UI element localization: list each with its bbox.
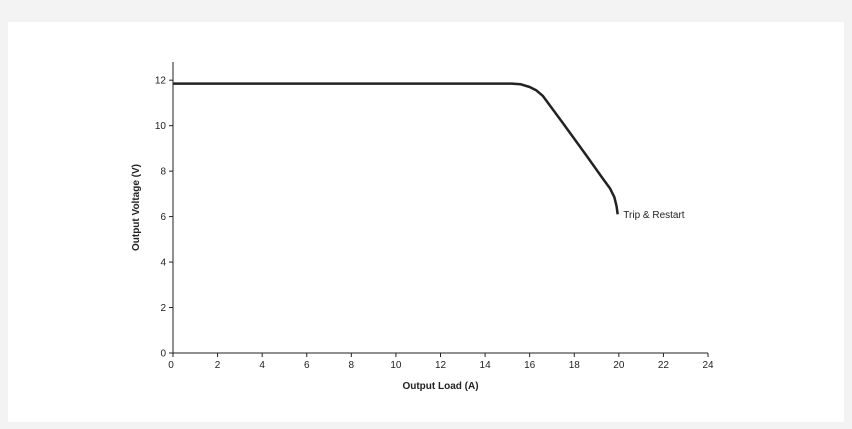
x-tick-label: 16: [524, 360, 536, 371]
x-tick-label: 22: [658, 360, 670, 371]
y-tick-label: 10: [155, 121, 167, 132]
axes: [172, 62, 708, 354]
y-tick-label: 4: [160, 258, 166, 269]
x-tick-label: 18: [569, 360, 581, 371]
series-line: [173, 82, 619, 215]
x-tick-label: 24: [702, 360, 714, 371]
x-tick-label: 2: [215, 360, 221, 371]
x-tick-label: 12: [435, 360, 447, 371]
y-tick-label: 0: [160, 349, 166, 360]
annotation-layer: Trip & Restart: [623, 210, 685, 221]
x-ticks: 0 2 4 6 8 10 12 14 16 18 20 22 24: [168, 353, 714, 371]
y-tick-label: 12: [155, 76, 167, 87]
x-tick-label: 8: [349, 360, 355, 371]
y-ticks: 0 2 4 6 8 10 12: [155, 76, 173, 360]
x-tick-label: 14: [480, 360, 492, 371]
y-tick-label: 2: [160, 303, 166, 314]
x-tick-label: 20: [613, 360, 625, 371]
x-tick-label: 6: [304, 360, 310, 371]
x-axis-title: Output Load (A): [402, 381, 478, 392]
annotation-label: Trip & Restart: [623, 210, 685, 221]
chart-card: [8, 22, 844, 422]
x-tick-label: 4: [259, 360, 265, 371]
series-layer: [173, 82, 619, 215]
y-tick-label: 6: [160, 212, 166, 223]
x-tick-label: 10: [390, 360, 402, 371]
y-tick-label: 8: [160, 167, 166, 178]
y-axis-title: Output Voltage (V): [131, 164, 142, 251]
x-tick-label: 0: [168, 360, 174, 371]
